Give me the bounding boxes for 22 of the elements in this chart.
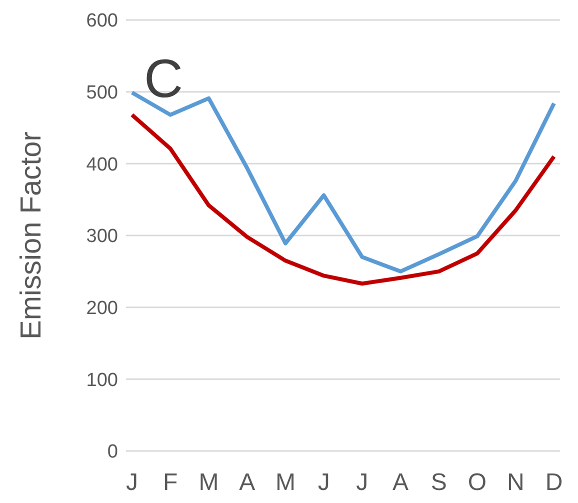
y-axis-title: Emission Factor (15, 131, 48, 340)
x-tick-label: N (506, 469, 524, 496)
x-tick-label: J (318, 469, 330, 496)
y-tick-label: 600 (86, 10, 118, 32)
x-tick-label: A (239, 469, 256, 496)
x-tick-label: F (163, 469, 178, 496)
x-tick-label: A (392, 469, 409, 496)
annotation: C (144, 48, 183, 110)
y-tick-label: 500 (86, 82, 118, 104)
x-tick-label: J (356, 469, 368, 496)
y-tick-label: 0 (107, 442, 118, 463)
x-tick-label: M (275, 469, 296, 496)
x-tick-label: S (430, 469, 447, 496)
line-series (130, 112, 556, 286)
x-tick-label: M (198, 469, 219, 496)
y-tick-label: 100 (86, 370, 118, 391)
y-tick-label: 300 (86, 226, 118, 248)
y-tick-label: 200 (86, 298, 118, 320)
x-tick-label: J (126, 469, 138, 496)
y-tick-label: 400 (86, 154, 118, 176)
x-tick-label: D (545, 469, 563, 496)
x-tick-label: O (468, 469, 487, 496)
